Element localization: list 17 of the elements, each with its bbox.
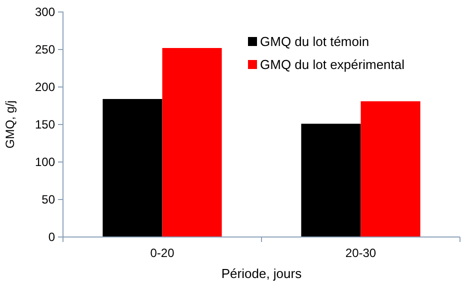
legend-label: GMQ du lot expérimental	[260, 57, 405, 72]
y-tick-label: 200	[34, 80, 56, 94]
legend-label: GMQ du lot témoin	[260, 34, 370, 49]
x-axis-title: Période, jours	[221, 266, 302, 281]
y-tick-label: 100	[34, 154, 56, 169]
bar	[301, 124, 361, 237]
y-axis-title: GMQ, g/j	[3, 100, 17, 149]
y-tick-label: 250	[34, 42, 56, 56]
y-tick-label: 50	[42, 192, 56, 206]
bar	[162, 48, 222, 237]
y-tick-label: 300	[34, 4, 56, 19]
y-tick-label: 150	[34, 117, 56, 132]
x-tick-label: 20-30	[345, 246, 376, 260]
bar	[360, 101, 420, 237]
bar	[102, 99, 162, 237]
x-tick-label: 0-20	[150, 246, 175, 260]
y-tick-label: 0	[48, 230, 56, 244]
